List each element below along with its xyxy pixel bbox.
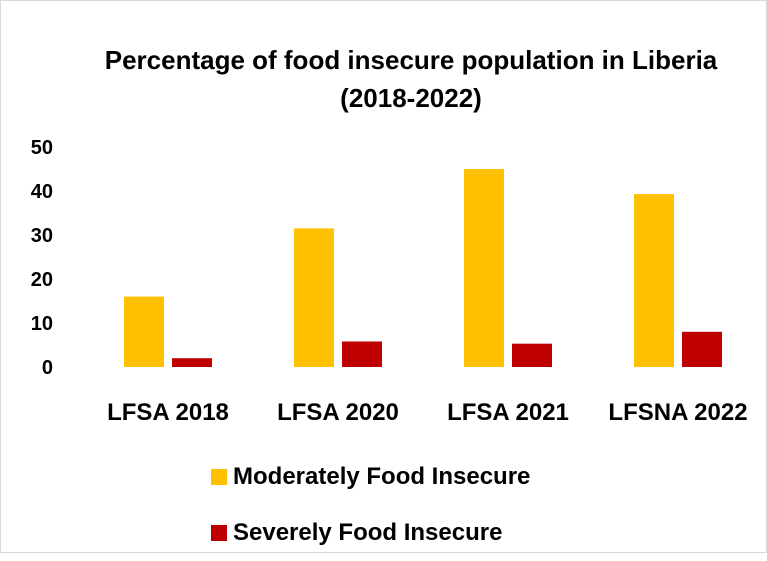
bar-moderate-1 [124,296,164,367]
legend-swatch-severe [211,525,227,541]
legend-label-severe: Severely Food Insecure [233,519,503,546]
bar-severe-3 [512,343,552,367]
x-category-label: LFSA 2020 [277,399,399,426]
x-category-label: LFSA 2018 [107,399,229,426]
y-tick-label: 20 [31,269,53,291]
bar-moderate-2 [294,228,334,367]
bar-severe-4 [682,331,722,367]
bar-severe-1 [172,358,212,367]
legend-swatch-moderate [211,469,227,485]
bars [124,169,722,367]
bar-severe-2 [342,341,382,367]
chart-title: Percentage of food insecure population i… [104,45,718,113]
x-axis: LFSA 2018 LFSA 2020 LFSA 2021 LFSNA 2022 [107,399,748,426]
x-category-label: LFSNA 2022 [608,399,747,426]
bar-moderate-3 [464,169,504,367]
y-axis: 0 10 20 30 40 50 [31,137,53,379]
x-category-label: LFSA 2021 [447,399,569,426]
y-tick-label: 0 [42,357,53,379]
legend-label-moderate: Moderately Food Insecure [233,463,531,490]
legend-item-severe: Severely Food Insecure [211,505,530,561]
y-tick-label: 40 [31,181,53,203]
bar-moderate-4 [634,194,674,367]
y-tick-label: 10 [31,313,53,335]
legend: Moderately Food Insecure Severely Food I… [211,449,530,561]
legend-item-moderate: Moderately Food Insecure [211,449,530,505]
y-tick-label: 30 [31,225,53,247]
y-tick-label: 50 [31,137,53,159]
